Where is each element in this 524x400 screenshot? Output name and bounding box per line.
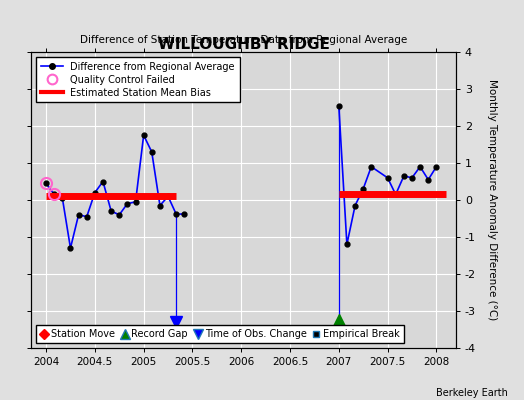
Text: Difference of Station Temperature Data from Regional Average: Difference of Station Temperature Data f… bbox=[80, 35, 407, 45]
Text: Berkeley Earth: Berkeley Earth bbox=[436, 388, 508, 398]
Title: WILLOUGHBY RIDGE: WILLOUGHBY RIDGE bbox=[158, 37, 330, 52]
Y-axis label: Monthly Temperature Anomaly Difference (°C): Monthly Temperature Anomaly Difference (… bbox=[487, 79, 497, 321]
Legend: Station Move, Record Gap, Time of Obs. Change, Empirical Break: Station Move, Record Gap, Time of Obs. C… bbox=[36, 325, 403, 343]
